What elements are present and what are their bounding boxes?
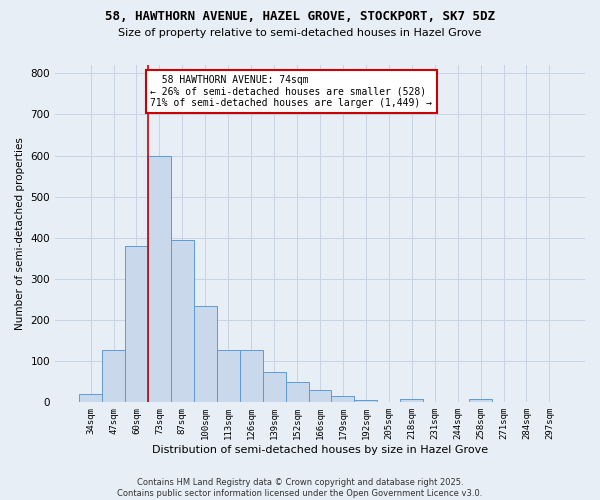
Bar: [355, 400, 377, 402]
Bar: [194, 306, 217, 402]
Bar: [308, 390, 331, 402]
Bar: [240, 350, 263, 403]
Bar: [102, 350, 125, 403]
Bar: [331, 396, 355, 402]
Text: Size of property relative to semi-detached houses in Hazel Grove: Size of property relative to semi-detach…: [118, 28, 482, 38]
Bar: [148, 156, 171, 402]
Bar: [263, 372, 286, 402]
Bar: [125, 246, 148, 402]
Text: 58, HAWTHORN AVENUE, HAZEL GROVE, STOCKPORT, SK7 5DZ: 58, HAWTHORN AVENUE, HAZEL GROVE, STOCKP…: [105, 10, 495, 23]
Bar: [217, 350, 240, 403]
Bar: [469, 400, 492, 402]
Y-axis label: Number of semi-detached properties: Number of semi-detached properties: [15, 137, 25, 330]
Bar: [79, 394, 102, 402]
X-axis label: Distribution of semi-detached houses by size in Hazel Grove: Distribution of semi-detached houses by …: [152, 445, 488, 455]
Bar: [171, 240, 194, 402]
Text: 58 HAWTHORN AVENUE: 74sqm
← 26% of semi-detached houses are smaller (528)
71% of: 58 HAWTHORN AVENUE: 74sqm ← 26% of semi-…: [151, 75, 433, 108]
Bar: [400, 399, 423, 402]
Bar: [286, 382, 308, 402]
Text: Contains HM Land Registry data © Crown copyright and database right 2025.
Contai: Contains HM Land Registry data © Crown c…: [118, 478, 482, 498]
